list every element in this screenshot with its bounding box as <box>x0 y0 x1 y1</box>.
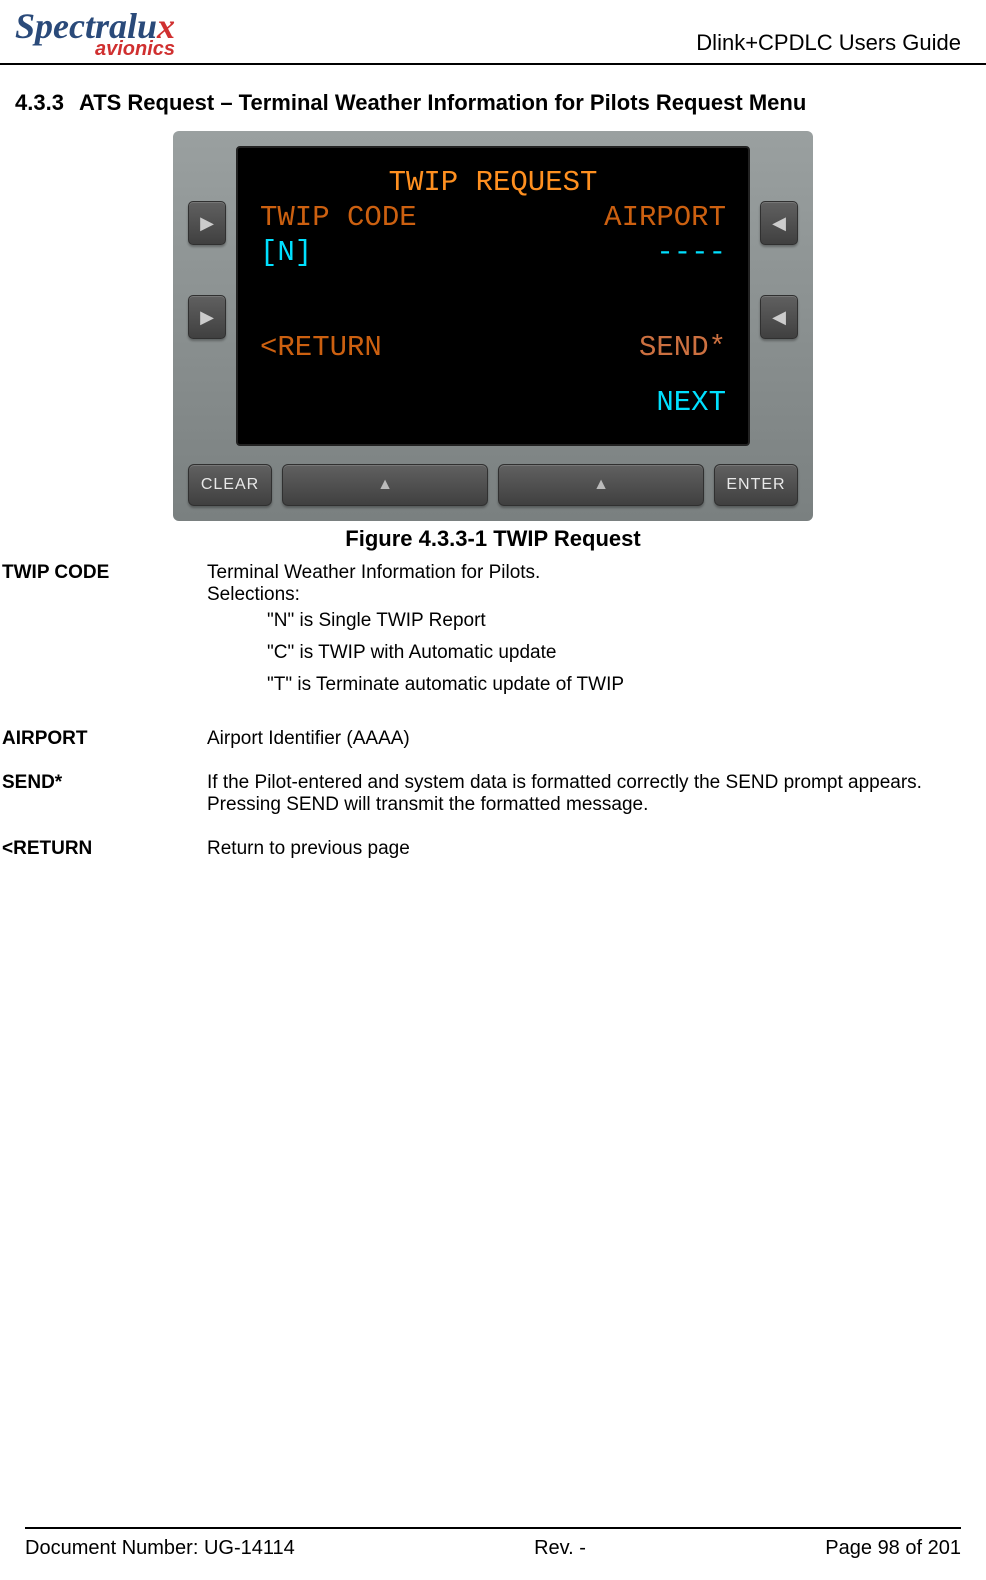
display-screen: TWIP REQUEST TWIP CODE AIRPORT [N] ---- … <box>236 146 750 446</box>
up-arrow-1-button[interactable]: ▲ <box>282 464 488 506</box>
right-side-buttons: ◀ ◀ <box>760 146 798 446</box>
rsk-1-button[interactable]: ◀ <box>760 201 798 245</box>
section-title-text: ATS Request – Terminal Weather Informati… <box>79 90 806 116</box>
page-header: Spectralux avionics Dlink+CPDLC Users Gu… <box>0 0 986 65</box>
screen-return-label: <RETURN <box>260 331 382 366</box>
left-side-buttons: ▶ ▶ <box>188 146 226 446</box>
screen-row1-right: AIRPORT <box>604 201 726 236</box>
document-title: Dlink+CPDLC Users Guide <box>696 30 961 56</box>
screen-title: TWIP REQUEST <box>260 166 726 201</box>
section-number: 4.3.3 <box>15 90 64 116</box>
def-twip-sel-n: "N" is Single TWIP Report <box>267 610 976 632</box>
lsk-2-button[interactable]: ▶ <box>188 295 226 339</box>
def-send-label: SEND* <box>2 772 207 816</box>
up-arrow-2-button[interactable]: ▲ <box>498 464 704 506</box>
device-panel: ▶ ▶ TWIP REQUEST TWIP CODE AIRPORT [N] -… <box>173 131 813 521</box>
def-twip-sel-c: "C" is TWIP with Automatic update <box>267 642 976 664</box>
page-footer: Document Number: UG-14114 Rev. - Page 98… <box>25 1527 961 1560</box>
logo-subtitle: avionics <box>95 40 175 58</box>
def-twip-code-label: TWIP CODE <box>2 562 207 706</box>
def-send-desc: If the Pilot-entered and system data is … <box>207 772 976 816</box>
def-twip-code-line1: Terminal Weather Information for Pilots. <box>207 562 976 584</box>
figure-caption: Figure 4.3.3-1 TWIP Request <box>0 526 986 552</box>
footer-doc-number: Document Number: UG-14114 <box>25 1537 295 1560</box>
screen-next-label: NEXT <box>260 386 726 421</box>
def-airport-desc: Airport Identifier (AAAA) <box>207 728 976 750</box>
clear-button[interactable]: CLEAR <box>188 464 272 506</box>
screen-row2-right: ---- <box>656 236 726 271</box>
screen-send-label: SEND* <box>639 331 726 366</box>
screen-row2-left: [N] <box>260 236 312 271</box>
def-twip-code-line2: Selections: <box>207 584 976 606</box>
enter-button[interactable]: ENTER <box>714 464 798 506</box>
definitions-list: TWIP CODE Terminal Weather Information f… <box>0 562 986 860</box>
def-return-desc: Return to previous page <box>207 838 976 860</box>
section-heading: 4.3.3 ATS Request – Terminal Weather Inf… <box>0 90 986 116</box>
def-twip-sel-t: "T" is Terminate automatic update of TWI… <box>267 674 976 696</box>
footer-revision: Rev. - <box>534 1537 586 1560</box>
footer-page-number: Page 98 of 201 <box>825 1537 961 1560</box>
logo: Spectralux avionics <box>15 10 175 58</box>
lsk-1-button[interactable]: ▶ <box>188 201 226 245</box>
rsk-2-button[interactable]: ◀ <box>760 295 798 339</box>
screen-row1-left: TWIP CODE <box>260 201 417 236</box>
def-return-label: <RETURN <box>2 838 207 860</box>
def-airport-label: AIRPORT <box>2 728 207 750</box>
